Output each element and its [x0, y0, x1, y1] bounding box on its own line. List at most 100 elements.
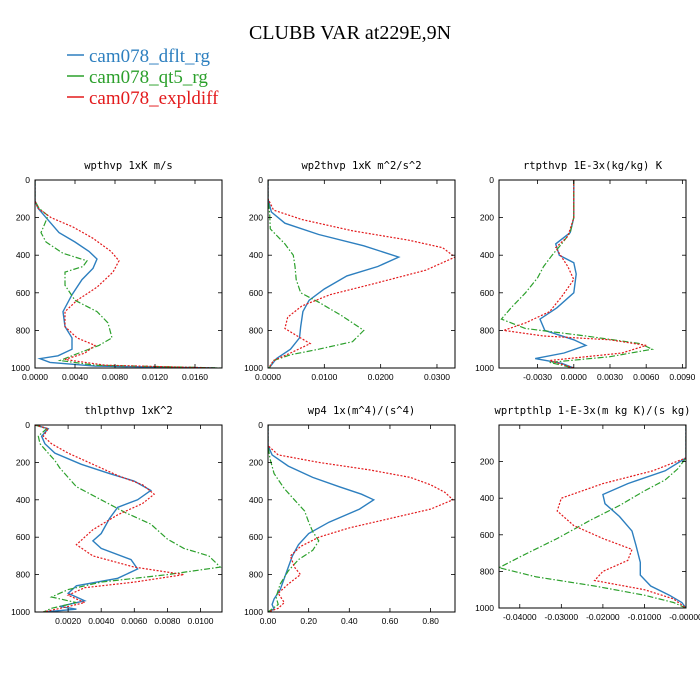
x-tick-label: -0.01000: [628, 612, 662, 622]
y-tick-label: 200: [16, 457, 30, 467]
series-line-cam078_expldiff: [268, 180, 455, 368]
x-tick-label: 0.0060: [121, 616, 147, 626]
panel-6: wprtpthlp 1-E-3x(m kg K)/(s kg) 200 400 600…: [475, 405, 700, 622]
y-tick-label: 800: [249, 325, 263, 335]
y-tick-label: 400: [480, 493, 494, 503]
panel-title: rtpthvp 1E-3x(kg/kg) K: [523, 160, 663, 172]
y-tick-label: 1000: [11, 363, 30, 373]
y-tick-label: 600: [16, 288, 30, 298]
y-tick-label: 600: [249, 532, 263, 542]
y-tick-label: 200: [480, 457, 494, 467]
x-tick-label: 0.0090: [669, 372, 695, 382]
y-tick-label: 1000: [475, 603, 494, 613]
y-tick-label: 200: [249, 213, 263, 223]
panel-4: thlpthvp 1xK^2 0 200 400 600 800 1000 0.0020 0.0…: [11, 405, 223, 626]
panel-title: wp4 1x(m^4)/(s^4): [308, 405, 415, 417]
y-tick-label: 400: [249, 495, 263, 505]
y-tick-label: 0: [25, 175, 30, 185]
series-line-cam078_expldiff: [35, 180, 216, 368]
x-tick-label: -0.02000: [586, 612, 620, 622]
series-line-cam078_dflt_rg: [35, 425, 153, 612]
x-tick-label: 0.0030: [597, 372, 623, 382]
y-tick-label: 400: [16, 495, 30, 505]
x-tick-label: -0.00000: [669, 612, 700, 622]
series-line-cam078_qt5_rg: [499, 425, 686, 608]
series-line-cam078_qt5_rg: [35, 180, 222, 368]
y-tick-label: 400: [249, 250, 263, 260]
series-line-cam078_qt5_rg: [268, 180, 365, 368]
plot-frame: [34, 424, 223, 613]
y-tick-label: 800: [16, 325, 30, 335]
y-tick-label: 1000: [244, 363, 263, 373]
y-tick-label: 600: [249, 288, 263, 298]
x-tick-label: 0.0080: [154, 616, 180, 626]
y-tick-label: 200: [16, 213, 30, 223]
x-tick-label: 0.0040: [62, 372, 88, 382]
x-tick-label: 0.0100: [187, 616, 213, 626]
plot-frame: [34, 179, 223, 369]
y-tick-label: 1000: [244, 607, 263, 617]
plot-frame: [498, 424, 687, 609]
y-tick-label: 800: [249, 570, 263, 580]
y-tick-label: 1000: [475, 363, 494, 373]
series-line-cam078_dflt_rg: [268, 180, 401, 368]
y-tick-label: 0: [258, 420, 263, 430]
series-line-cam078_dflt_rg: [602, 425, 686, 608]
panel-title: thlpthvp 1xK^2: [84, 405, 173, 417]
x-tick-label: 0.0120: [142, 372, 168, 382]
y-tick-label: 800: [16, 570, 30, 580]
x-tick-label: -0.03000: [545, 612, 579, 622]
series-line-cam078_qt5_rg: [35, 425, 222, 612]
plot-frame: [267, 179, 456, 369]
x-tick-label: 0.0040: [88, 616, 114, 626]
y-tick-label: 1000: [11, 607, 30, 617]
x-tick-label: 0.0080: [102, 372, 128, 382]
y-tick-label: 600: [480, 288, 494, 298]
series-line-cam078_dflt_rg: [268, 425, 376, 612]
series-line-cam078_expldiff: [556, 425, 686, 608]
legend-label-expldiff: cam078_expldiff: [89, 88, 219, 109]
y-tick-label: 600: [16, 532, 30, 542]
panel-3: rtpthvp 1E-3x(kg/kg) K 0 200 400 600 800 1000 -…: [475, 160, 696, 382]
y-tick-label: 200: [249, 457, 263, 467]
x-tick-label: 0.0020: [55, 616, 81, 626]
x-tick-label: 0.0000: [561, 372, 587, 382]
y-tick-label: 800: [480, 566, 494, 576]
plot-frame: [498, 179, 687, 369]
x-tick-label: 0.00: [260, 616, 277, 626]
series-line-cam078_expldiff: [35, 425, 184, 612]
y-tick-label: 0: [489, 175, 494, 185]
x-tick-label: 0.0100: [311, 372, 337, 382]
x-tick-label: 0.20: [300, 616, 317, 626]
x-tick-label: 0.0200: [368, 372, 394, 382]
figure-title: CLUBB VAR at229E,9N: [249, 22, 451, 44]
legend-label-dflt: cam078_dflt_rg: [89, 46, 211, 67]
y-tick-label: 200: [480, 213, 494, 223]
panel-title: wpthvp 1xK m/s: [84, 160, 173, 172]
x-tick-label: -0.0030: [523, 372, 552, 382]
plot-frame: [267, 424, 456, 613]
x-tick-label: 0.0060: [633, 372, 659, 382]
panel-title: wp2thvp 1xK m^2/s^2: [301, 160, 421, 172]
x-tick-label: 0.60: [382, 616, 399, 626]
y-tick-label: 400: [16, 250, 30, 260]
panel-2: wp2thvp 1xK m^2/s^2 0 200 400 600 800 10000.00…: [244, 160, 456, 382]
y-tick-label: 0: [258, 175, 263, 185]
series-line-cam078_qt5_rg: [268, 425, 320, 612]
y-tick-label: 0: [25, 420, 30, 430]
x-tick-label: -0.04000: [503, 612, 537, 622]
x-tick-label: 0.80: [422, 616, 439, 626]
x-tick-label: 0.0300: [424, 372, 450, 382]
series-line-cam078_expldiff: [268, 425, 455, 612]
x-tick-label: 0.40: [341, 616, 358, 626]
legend: cam078_dflt_rg cam078_qt5_rg cam078_expl…: [67, 46, 219, 109]
y-tick-label: 800: [480, 325, 494, 335]
x-tick-label: 0.0000: [22, 372, 48, 382]
y-tick-label: 400: [480, 250, 494, 260]
series-line-cam078_dflt_rg: [35, 180, 216, 368]
x-tick-label: 0.0160: [182, 372, 208, 382]
